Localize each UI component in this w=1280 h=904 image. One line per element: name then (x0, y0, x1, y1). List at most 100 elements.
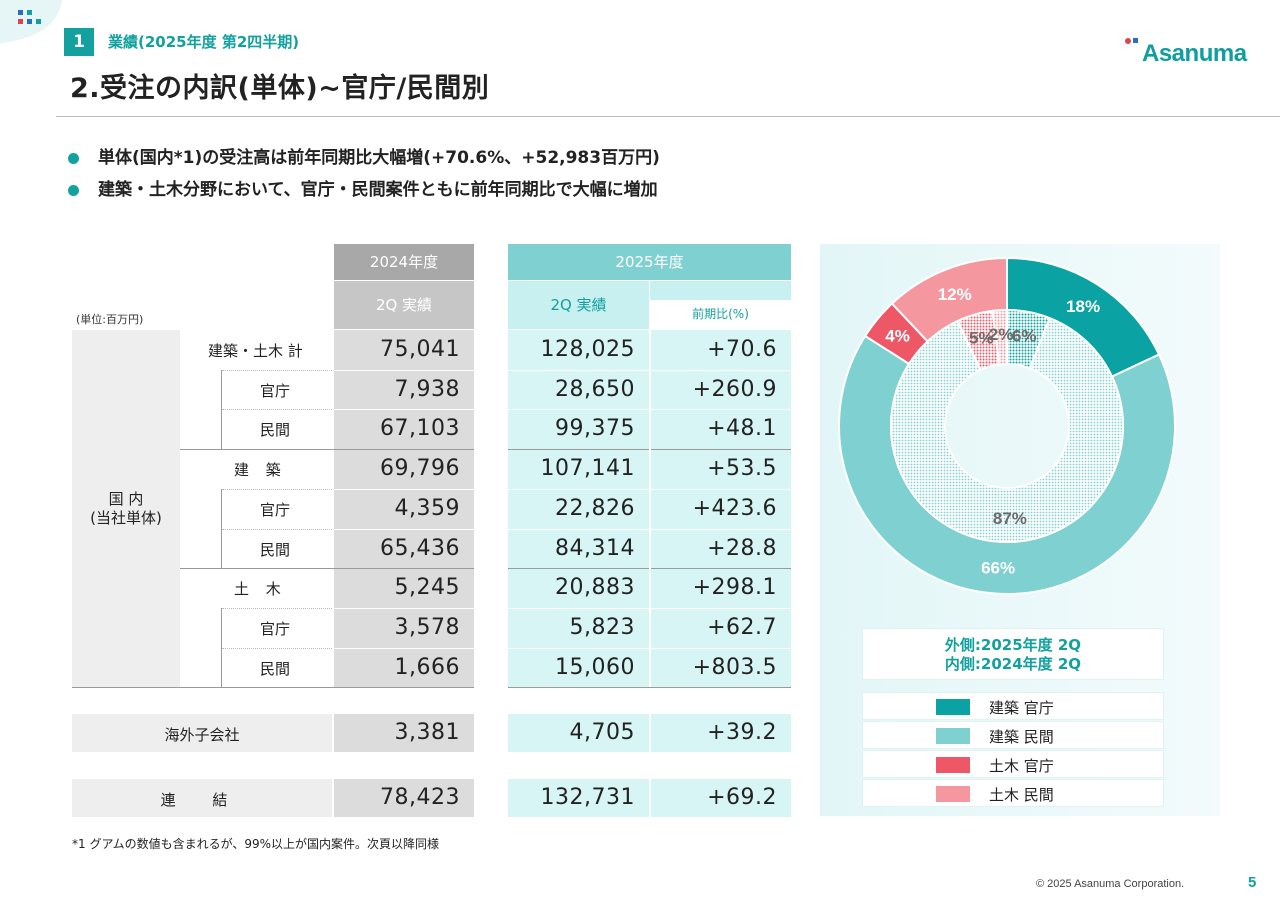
unit-label: (単位:百万円) (76, 313, 144, 326)
inner-label: 6% (1012, 327, 1037, 346)
cell-v2025: 84,314 (555, 535, 635, 561)
bullet-item: 建築・土木分野において、官庁・民間案件ともに前年同期比で大幅に増加 (68, 177, 660, 209)
page-number: 5 (1248, 874, 1257, 891)
legend-label: 建築 民間 (989, 728, 1054, 746)
consolidated-divider (649, 779, 651, 817)
cell-v2025: 128,025 (540, 337, 635, 362)
row-divider (222, 607, 332, 609)
cell-yoy: +298.1 (692, 575, 777, 601)
inner-slice (991, 308, 1008, 366)
inner-label: 2% (989, 325, 1014, 344)
cell-v2024: 5,245 (394, 575, 460, 601)
ring-labels: 18% 66% 4% 12% 6% 87% 5%2% (885, 285, 1100, 578)
row-divider (222, 409, 332, 411)
cell-v2024: 75,041 (380, 337, 460, 362)
footnote: *1 グアムの数値も含まれるが、99%以上が国内案件。次頁以降同様 (72, 837, 440, 851)
copyright: © 2025 Asanuma Corporation. (1036, 878, 1185, 890)
consolidated-yoy: +69.2 (707, 785, 777, 810)
legend-swatch (936, 786, 970, 802)
consolidated-label: 連 結 (160, 791, 244, 809)
row-divider (334, 528, 474, 530)
row-sub-label: 民間 (260, 421, 291, 440)
row-divider (334, 409, 474, 411)
legend-swatch (936, 757, 970, 773)
row-divider (222, 528, 332, 530)
cell-yoy: +70.6 (707, 337, 777, 362)
cell-v2025: 28,650 (555, 376, 635, 402)
overseas-yoy: +39.2 (707, 720, 777, 745)
company-logo: Asanuma (1124, 36, 1248, 72)
outer-label: 18% (1066, 297, 1100, 316)
cell-yoy: +803.5 (692, 654, 777, 680)
overseas-divider (649, 714, 651, 752)
outer-label: 12% (938, 285, 972, 304)
summary-bullets: 単体(国内*1)の受注高は前年同期比大幅増(+70.6%、+52,983百万円)… (68, 145, 660, 209)
inner-label: 5% (969, 329, 994, 348)
cell-v2024: 67,103 (380, 416, 460, 442)
domestic-label-line1: 国 内 (108, 490, 144, 508)
outer-label: 66% (981, 559, 1015, 578)
bullet-text: 単体(国内*1)の受注高は前年同期比大幅増(+70.6%、+52,983百万円) (98, 148, 660, 168)
header-2024: 2024年度 (334, 244, 474, 280)
row-group-label: 建築・土木 計 (208, 342, 303, 360)
legend-item: 建築 民間 (862, 721, 1164, 749)
inner-label: 87% (993, 509, 1027, 528)
row-sub-label: 官庁 (260, 619, 291, 638)
row-group-label: 土 木 (234, 580, 287, 599)
consolidated-label-bg (72, 779, 332, 817)
cell-v2025: 22,826 (555, 495, 635, 521)
cell-yoy: +62.7 (707, 614, 777, 640)
corner-decoration (0, 0, 70, 60)
cell-v2024: 4,359 (394, 495, 460, 521)
sub-row-guide (221, 369, 222, 450)
domestic-label: 国 内 (当社単体) (72, 490, 180, 528)
header-2025-actual: 2Q 実績 (508, 281, 649, 329)
inner-slice (890, 316, 1124, 543)
cell-v2025: 20,883 (555, 575, 635, 601)
overseas-2025: 4,705 (569, 720, 635, 745)
bullet-dot-icon (68, 153, 79, 164)
cell-v2025: 15,060 (555, 654, 635, 680)
legend-item: 土木 民間 (862, 779, 1164, 807)
row-divider (334, 647, 474, 649)
legend-item: 土木 官庁 (862, 750, 1164, 778)
overseas-label-bg (72, 714, 332, 752)
legend-caption: 外側:2025年度 2Q 内側:2024年度 2Q (862, 628, 1164, 680)
cell-yoy: +48.1 (707, 416, 777, 442)
consolidated-2024: 78,423 (380, 785, 460, 810)
page-title: 2.受注の内訳(単体)~官庁/民間別 (70, 73, 490, 104)
table-bottom-rule (508, 687, 791, 689)
legend-swatch (936, 728, 970, 744)
cell-v2024: 1,666 (394, 654, 460, 680)
consolidated-2024-bg (334, 779, 474, 817)
row-divider (334, 369, 474, 371)
header-yoy: 前期比(%) (650, 300, 791, 329)
table-bottom-rule (72, 687, 474, 689)
section-title: 業績(2025年度 第2四半期) (108, 33, 300, 51)
sub-row-guide (221, 607, 222, 688)
row-sub-label: 官庁 (260, 500, 291, 519)
row-divider (180, 568, 474, 570)
row-sub-label: 官庁 (260, 381, 291, 400)
cell-v2025: 99,375 (555, 416, 635, 442)
row-divider (180, 449, 474, 451)
row-sub-label: 民間 (260, 659, 291, 678)
cell-yoy: +260.9 (692, 376, 777, 402)
cell-v2025: 5,823 (569, 614, 635, 640)
legend-caption-inner: 内側:2024年度 2Q (944, 655, 1082, 673)
legend-item: 建築 官庁 (862, 692, 1164, 720)
overseas-label: 海外子会社 (164, 726, 240, 744)
cell-v2024: 69,796 (380, 456, 460, 482)
legend-label: 土木 民間 (989, 786, 1054, 804)
domestic-group-cell (72, 330, 180, 687)
overseas-2024: 3,381 (394, 720, 460, 745)
cell-v2024: 3,578 (394, 614, 460, 640)
cell-yoy: +423.6 (692, 495, 777, 521)
cell-yoy: +28.8 (707, 535, 777, 561)
row-divider (222, 647, 332, 649)
title-divider (56, 116, 1280, 117)
cell-v2024: 65,436 (380, 535, 460, 561)
sub-row-guide (221, 488, 222, 569)
row-divider (334, 488, 474, 490)
row-divider (222, 369, 332, 371)
